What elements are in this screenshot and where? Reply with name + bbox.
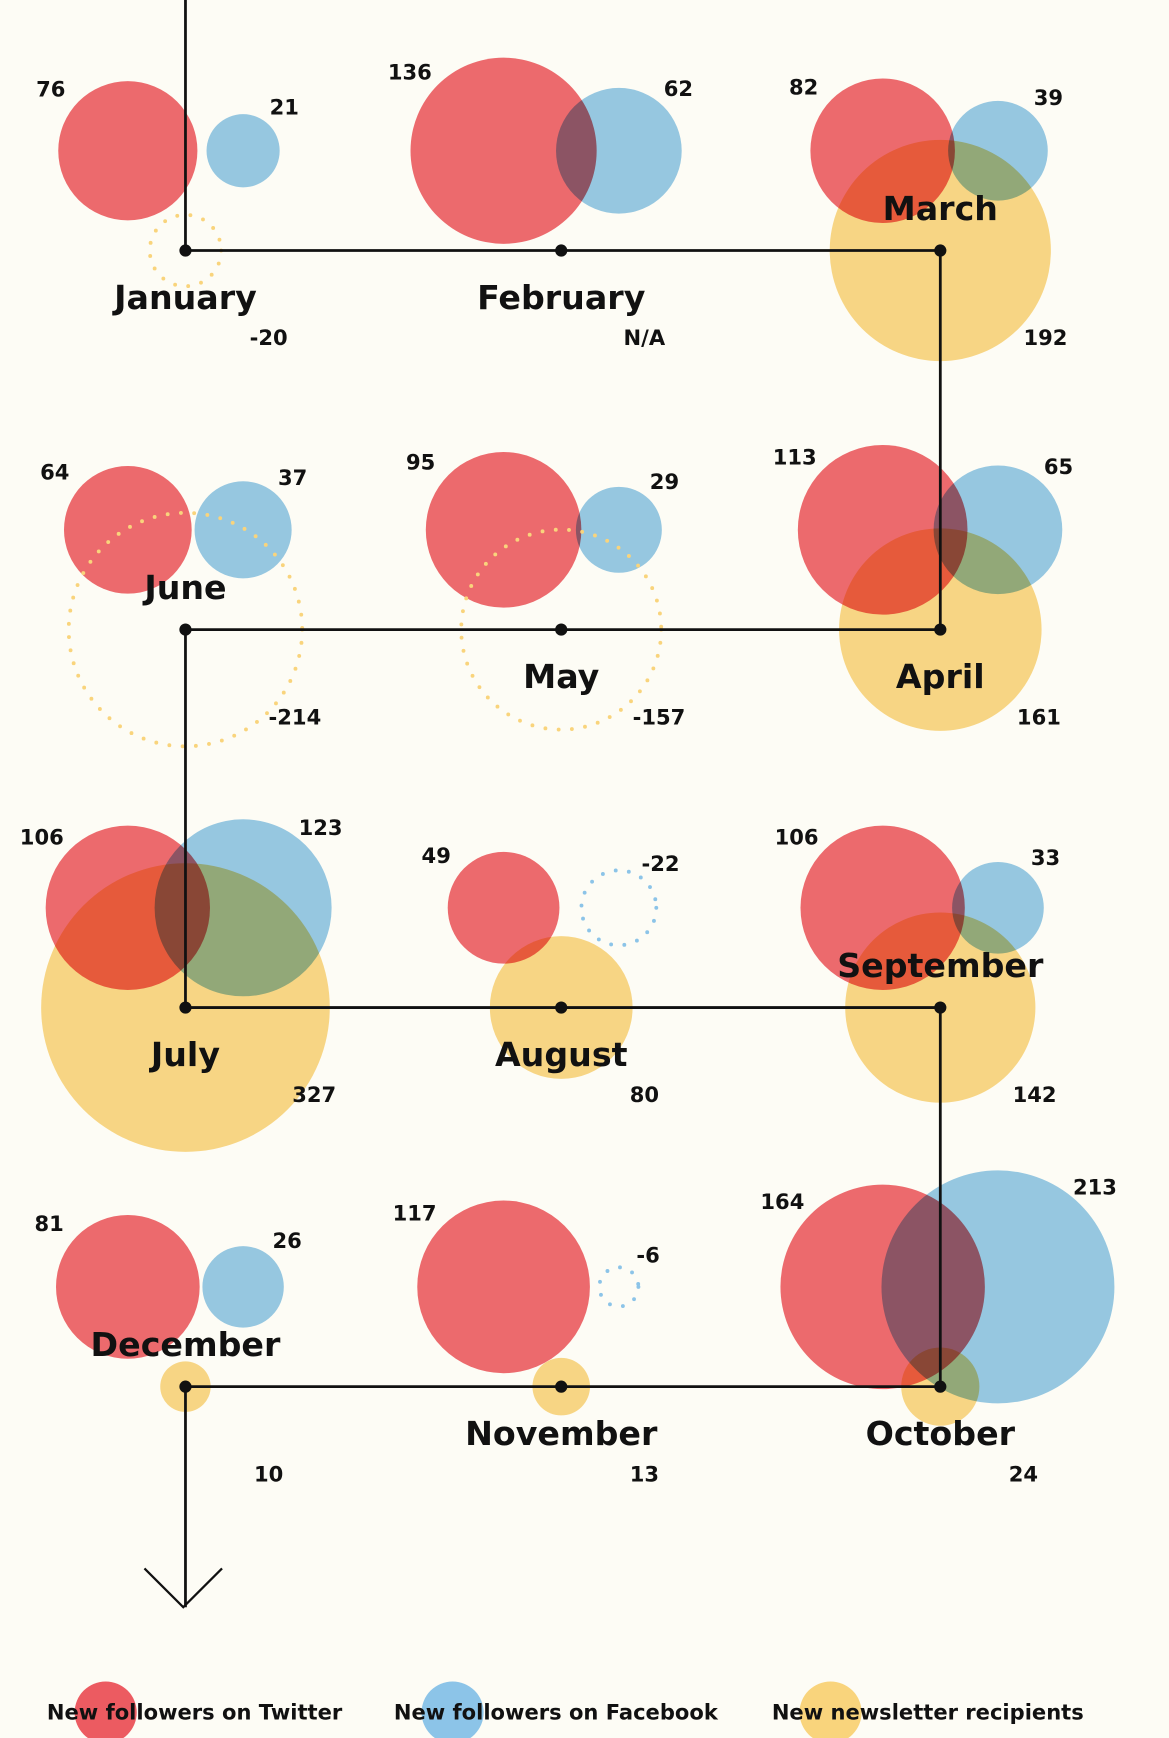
month-label: August [495, 1035, 628, 1074]
value-label: 39 [1034, 85, 1063, 110]
month-label: June [142, 568, 226, 607]
bubble [410, 57, 597, 244]
node [934, 1001, 947, 1014]
value-label: 123 [299, 815, 343, 840]
legend-swatch [799, 1681, 862, 1738]
value-label: -214 [269, 704, 322, 729]
value-label: -20 [250, 325, 288, 350]
node [555, 1001, 568, 1014]
node [934, 244, 947, 257]
month-label: April [896, 657, 985, 696]
value-label: 80 [630, 1082, 659, 1107]
node [934, 623, 947, 636]
node [179, 623, 192, 636]
legend-label: New followers on Facebook [394, 1700, 719, 1725]
value-label: 327 [292, 1082, 336, 1107]
value-label: N/A [624, 325, 666, 350]
value-label: 64 [40, 459, 69, 484]
value-label: 37 [278, 465, 307, 490]
bubble [202, 1246, 284, 1328]
value-label: 106 [775, 824, 819, 849]
value-label: 136 [388, 60, 432, 85]
month-label: September [837, 946, 1044, 985]
legend-label: New newsletter recipients [772, 1700, 1084, 1725]
value-label: 24 [1009, 1461, 1038, 1486]
value-label: 117 [393, 1200, 437, 1225]
node [179, 1380, 192, 1393]
node [555, 244, 568, 257]
legend-swatch [421, 1681, 484, 1738]
negative-bubble [597, 1265, 641, 1309]
value-label: 161 [1017, 704, 1061, 729]
legend-swatch [74, 1681, 137, 1738]
bubble [417, 1200, 590, 1374]
month-label: October [866, 1414, 1016, 1453]
value-label: 65 [1044, 454, 1073, 479]
value-label: -22 [642, 851, 680, 876]
value-label: 113 [773, 445, 817, 470]
value-label: 49 [422, 843, 451, 868]
value-label: 95 [406, 450, 435, 475]
month-label: January [112, 278, 257, 317]
legend: New followers on Twitter New followers on… [47, 1681, 1084, 1738]
month-label: March [883, 189, 998, 228]
bubble [58, 81, 198, 221]
value-label: 82 [789, 74, 818, 99]
month-label: December [91, 1325, 281, 1364]
value-label: 21 [270, 95, 299, 120]
value-label: 10 [254, 1461, 283, 1486]
node [179, 1001, 192, 1014]
bubble [56, 1215, 200, 1359]
month-label: July [149, 1035, 220, 1074]
value-label: 13 [630, 1461, 659, 1486]
value-label: 29 [650, 469, 679, 494]
value-label: 26 [272, 1228, 301, 1253]
legend-label: New followers on Twitter [47, 1700, 343, 1725]
value-label: 164 [760, 1189, 804, 1214]
node [555, 623, 568, 636]
negative-bubble [579, 868, 659, 948]
value-label: 76 [36, 76, 65, 101]
value-label: 81 [34, 1211, 63, 1236]
value-label: 33 [1031, 845, 1060, 870]
node [934, 1380, 947, 1393]
bubble [425, 452, 582, 608]
month-label: February [477, 278, 646, 317]
value-label: 106 [20, 824, 64, 849]
month-label: May [523, 657, 600, 696]
value-label: 192 [1023, 325, 1067, 350]
arrow-head [143, 1567, 223, 1609]
value-label: 142 [1013, 1082, 1057, 1107]
month-label: November [465, 1414, 658, 1453]
bubble [206, 114, 280, 188]
labels: 76 21 -20 January 136 62 N/A February 82 39 192 Mar… [20, 60, 1117, 1487]
value-label: 62 [664, 76, 693, 101]
bubble [575, 486, 662, 573]
value-label: 213 [1073, 1175, 1117, 1200]
node [555, 1380, 568, 1393]
node [179, 244, 192, 257]
bubble [447, 851, 560, 964]
bubble [63, 465, 192, 594]
bubble [556, 87, 682, 214]
value-label: -157 [633, 704, 686, 729]
value-label: -6 [636, 1243, 659, 1268]
